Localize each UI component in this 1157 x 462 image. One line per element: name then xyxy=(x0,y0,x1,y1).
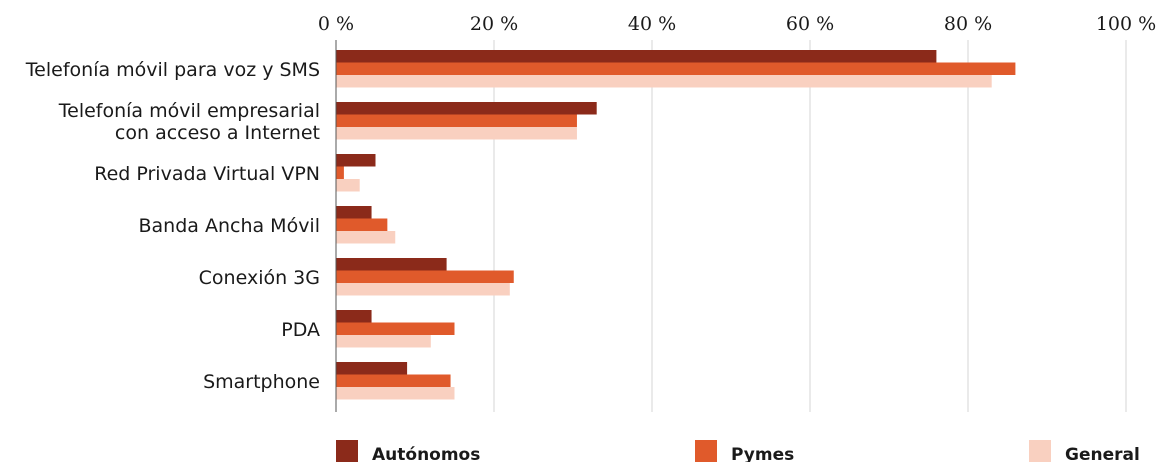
bar-general xyxy=(336,75,992,88)
bar-autnomos xyxy=(336,50,937,63)
x-axis-ticks: 0 % 20 % 40 % 60 % 80 % 100 % xyxy=(318,13,1156,35)
bar-autnomos xyxy=(336,102,597,115)
bar-general xyxy=(336,231,396,244)
bar-autnomos xyxy=(336,310,372,323)
bar-general xyxy=(336,179,360,192)
legend-swatch xyxy=(336,440,358,462)
x-tick-label: 100 % xyxy=(1096,13,1156,35)
bars xyxy=(336,50,1016,400)
legend-swatch xyxy=(695,440,717,462)
bar-pymes xyxy=(336,218,388,231)
x-tick-label: 60 % xyxy=(786,13,834,35)
bar-pymes xyxy=(336,270,514,283)
legend-label: Autónomos xyxy=(372,445,480,462)
category-label: Telefonía móvil empresarial xyxy=(58,100,320,122)
x-tick-label: 0 % xyxy=(318,13,354,35)
category-label: PDA xyxy=(281,319,320,341)
bar-general xyxy=(336,283,510,296)
bar-autnomos xyxy=(336,154,376,167)
x-tick-label: 40 % xyxy=(628,13,676,35)
bar-autnomos xyxy=(336,362,408,375)
category-label: Banda Ancha Móvil xyxy=(139,215,321,237)
legend-swatch xyxy=(1029,440,1051,462)
bar-pymes xyxy=(336,374,451,387)
bar-pymes xyxy=(336,114,577,127)
bar-pymes xyxy=(336,322,455,335)
x-tick-label: 80 % xyxy=(944,13,992,35)
category-labels: Telefonía móvil para voz y SMS Telefonía … xyxy=(25,59,320,393)
bar-pymes xyxy=(336,62,1016,75)
bar-general xyxy=(336,387,455,400)
bar-general xyxy=(336,335,431,348)
bar-autnomos xyxy=(336,258,447,271)
category-label: Smartphone xyxy=(203,371,320,393)
legend: Autónomos Pymes General xyxy=(336,440,1140,462)
category-label: con acceso a Internet xyxy=(115,122,320,144)
x-tick-label: 20 % xyxy=(470,13,518,35)
category-label: Red Privada Virtual VPN xyxy=(94,163,320,185)
legend-label: General xyxy=(1065,445,1140,462)
legend-label: Pymes xyxy=(731,445,794,462)
bar-pymes xyxy=(336,166,344,179)
category-label: Conexión 3G xyxy=(199,267,320,289)
bar-autnomos xyxy=(336,206,372,219)
gridlines xyxy=(493,40,1127,412)
bar-general xyxy=(336,127,577,140)
category-label: Telefonía móvil para voz y SMS xyxy=(25,59,320,81)
